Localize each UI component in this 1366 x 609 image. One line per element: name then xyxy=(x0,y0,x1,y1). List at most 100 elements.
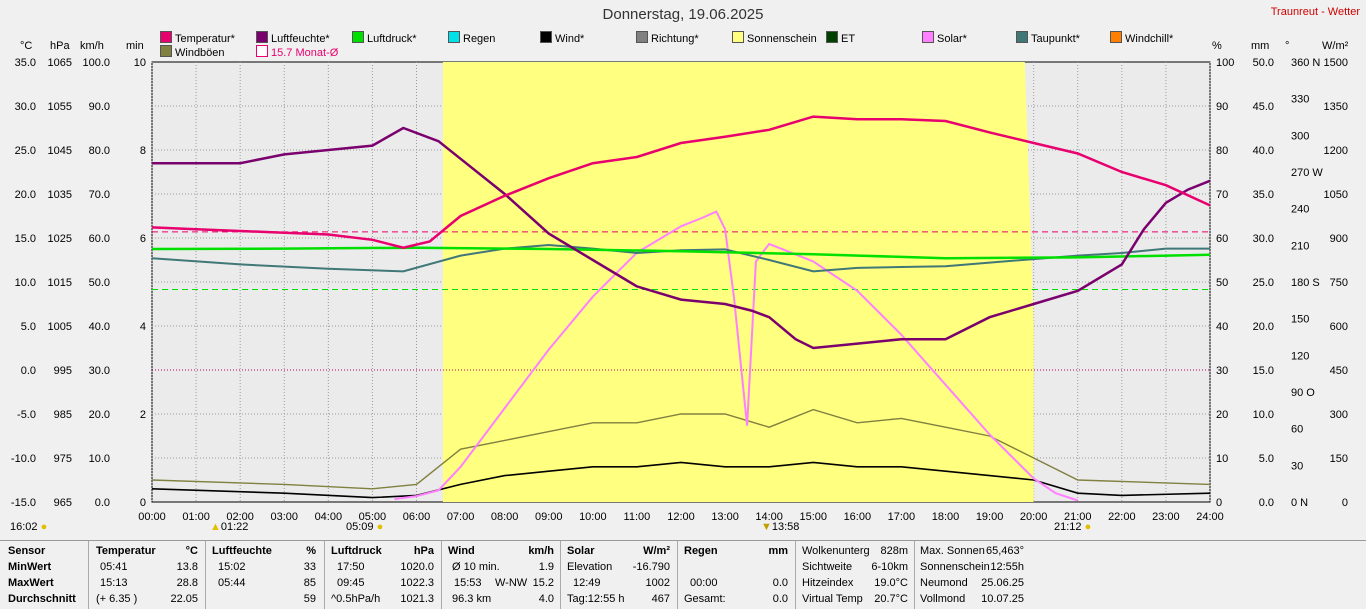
tick-label-solar: 300 xyxy=(1330,409,1348,421)
tick-label-solar: 1350 xyxy=(1324,101,1348,113)
tick-label-wind: 30.0 xyxy=(89,365,110,377)
legend-swatch xyxy=(160,45,172,57)
misc-value: 20.7°C xyxy=(874,593,908,605)
hum-avg-value: 59 xyxy=(303,593,316,605)
tick-label-solar: 1200 xyxy=(1324,145,1348,157)
legend-swatch xyxy=(448,31,460,43)
sun-icon: ● xyxy=(40,521,48,533)
tick-label-hour: 09:00 xyxy=(535,511,563,523)
hum-min-value: 33 xyxy=(303,561,316,573)
rain-total-label: Gesamt: xyxy=(684,593,726,605)
tick-label-hour: 24:00 xyxy=(1196,511,1224,523)
tick-label-hour: 20:00 xyxy=(1020,511,1048,523)
tick-label-temperature: 20.0 xyxy=(15,189,36,201)
misc-key: Hitzeindex xyxy=(802,577,854,589)
wind-avg-label: Ø 10 min. xyxy=(452,561,500,573)
tick-label-humidity: 50 xyxy=(1216,277,1228,289)
tick-label-hour: 16:00 xyxy=(844,511,872,523)
tick-label-sunshine: 6 xyxy=(140,233,146,245)
tick-label-sunshine: 0 xyxy=(140,497,146,509)
tick-label-wind: 60.0 xyxy=(89,233,110,245)
stats-header-wind: Wind xyxy=(448,545,475,557)
misc-value: 6-10km xyxy=(871,561,908,573)
tick-label-sunshine: 10 xyxy=(134,57,146,69)
marker-solar-noon: ▼13:58 xyxy=(761,521,800,533)
misc-key: Virtual Temp xyxy=(802,593,863,605)
unit-min: min xyxy=(126,40,144,52)
tick-label-rain: 30.0 xyxy=(1253,233,1274,245)
misc-value: 828m xyxy=(880,545,908,557)
unit-percent: % xyxy=(1212,40,1222,52)
tick-label-rain: 15.0 xyxy=(1253,365,1274,377)
sun-key: Vollmond xyxy=(920,593,966,605)
misc-value: 19.0°C xyxy=(874,577,908,589)
statistics-table: Sensor MinWert MaxWert Durchschnitt Temp… xyxy=(0,540,1366,609)
tick-label-hour: 22:00 xyxy=(1108,511,1136,523)
marker-sunset: 21:12 ● xyxy=(1054,521,1092,533)
tick-label-pressure: 1055 xyxy=(48,101,72,113)
series-luftdruck xyxy=(151,246,1211,260)
tick-label-hour: 21:00 xyxy=(1064,511,1092,523)
legend-item-regen: Regen xyxy=(448,31,495,46)
tick-label-pressure: 1065 xyxy=(48,57,72,69)
tick-label-direction: 0 N xyxy=(1291,497,1308,509)
tick-label-rain: 10.0 xyxy=(1253,409,1274,421)
series-solar xyxy=(394,210,1079,502)
sun-value: 25.06.25 xyxy=(981,577,1024,589)
tick-label-pressure: 995 xyxy=(54,365,72,377)
solar-max-value: 1002 xyxy=(645,577,670,589)
tick-label-hour: 02:00 xyxy=(226,511,254,523)
solar-avg-value: 467 xyxy=(651,593,670,605)
tick-label-humidity: 80 xyxy=(1216,145,1228,157)
press-min-time: 17:50 xyxy=(337,561,365,573)
tick-label-humidity: 0 xyxy=(1216,497,1222,509)
tick-label-rain: 50.0 xyxy=(1253,57,1274,69)
stats-row-min: MinWert xyxy=(8,561,52,573)
tick-label-direction: 90 O xyxy=(1291,387,1315,399)
tick-label-temperature: -5.0 xyxy=(17,409,36,421)
legend-swatch xyxy=(256,31,268,43)
sunset-icon: ● xyxy=(1084,521,1092,533)
tick-label-hour: 18:00 xyxy=(932,511,960,523)
station-name[interactable]: Traunreut - Wetter xyxy=(1270,6,1360,18)
temp-min-time: 05:41 xyxy=(100,561,128,573)
tick-label-temperature: 0.0 xyxy=(21,365,36,377)
tick-label-hour: 00:00 xyxy=(138,511,166,523)
tick-label-hour: 01:00 xyxy=(182,511,210,523)
tick-label-solar: 600 xyxy=(1330,321,1348,333)
tick-label-wind: 50.0 xyxy=(89,277,110,289)
tick-label-temperature: 15.0 xyxy=(15,233,36,245)
legend-swatch xyxy=(732,31,744,43)
tick-label-solar: 900 xyxy=(1330,233,1348,245)
legend: Temperatur* Luftfeuchte* Luftdruck* Rege… xyxy=(160,31,1220,61)
divider xyxy=(914,541,915,609)
tick-label-wind: 70.0 xyxy=(89,189,110,201)
wind-distance: 96.3 km xyxy=(452,593,492,605)
tick-label-wind: 20.0 xyxy=(89,409,110,421)
rain-total-value: 0.0 xyxy=(772,593,788,605)
legend-item-solar: Solar* xyxy=(922,31,967,46)
tick-label-solar: 1050 xyxy=(1324,189,1348,201)
tick-label-wind: 80.0 xyxy=(89,145,110,157)
sun-value: 10.07.25 xyxy=(981,593,1024,605)
tick-label-humidity: 20 xyxy=(1216,409,1228,421)
tick-label-hour: 10:00 xyxy=(579,511,607,523)
tick-label-temperature: 10.0 xyxy=(15,277,36,289)
tick-label-temperature: -15.0 xyxy=(11,497,36,509)
legend-swatch xyxy=(352,31,364,43)
tick-label-solar: 150 xyxy=(1330,453,1348,465)
tick-label-solar: 1500 xyxy=(1324,57,1348,69)
tick-label-solar: 450 xyxy=(1330,365,1348,377)
tick-label-rain: 0.0 xyxy=(1259,497,1274,509)
tick-label-temperature: 5.0 xyxy=(21,321,36,333)
legend-item-luftdruck: Luftdruck* xyxy=(352,31,417,46)
legend-item-richtung: Richtung* xyxy=(636,31,699,46)
rain-max-time: 00:00 xyxy=(690,577,718,589)
legend-swatch xyxy=(160,31,172,43)
sun-key: Max. Sonnen xyxy=(920,545,985,557)
tick-label-hour: 13:00 xyxy=(711,511,739,523)
unit-hpa: hPa xyxy=(50,40,70,52)
tick-label-direction: 300 xyxy=(1291,130,1309,142)
stats-header-temperatur: Temperatur xyxy=(96,545,156,557)
tick-label-hour: 06:00 xyxy=(403,511,431,523)
